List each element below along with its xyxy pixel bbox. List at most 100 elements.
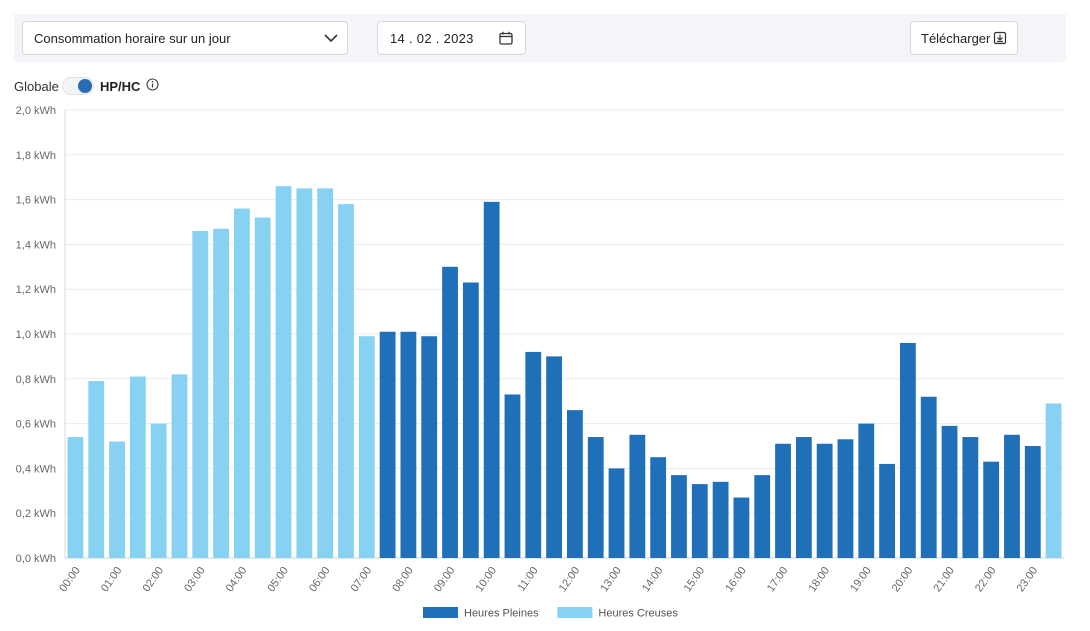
x-tick-label: 02:00	[140, 565, 166, 594]
bar	[629, 434, 646, 558]
x-tick-label: 04:00	[224, 565, 250, 594]
date-value: 14 . 02 . 2023	[390, 31, 474, 46]
bar	[671, 475, 687, 558]
x-tick-label: 00:00	[57, 565, 83, 594]
bar	[754, 475, 771, 558]
bar	[150, 423, 167, 558]
bar	[733, 497, 750, 558]
bar	[379, 331, 396, 558]
bar	[213, 228, 230, 558]
bar	[546, 356, 563, 558]
toolbar: Consommation horaire sur un jour 14 . 02…	[14, 14, 1066, 62]
bar	[483, 201, 500, 558]
y-tick-label: 0,2 kWh	[16, 508, 56, 520]
x-tick-label: 15:00	[682, 565, 708, 594]
x-tick-label: 06:00	[307, 565, 333, 594]
x-tick-label: 11:00	[516, 565, 541, 594]
bar	[109, 441, 125, 558]
legend-swatch	[423, 607, 458, 618]
switch-knob	[78, 79, 92, 93]
y-tick-label: 1,0 kWh	[16, 329, 56, 341]
legend-label: Heures Creuses	[598, 608, 678, 620]
view-select[interactable]: Consommation horaire sur un jour	[22, 21, 348, 55]
bar	[795, 437, 812, 558]
x-tick-label: 17:00	[765, 565, 791, 594]
x-tick-label: 16:00	[723, 565, 749, 594]
bar	[233, 208, 250, 558]
x-tick-label: 01:00	[99, 565, 125, 594]
bar	[879, 463, 896, 558]
x-tick-label: 21:00	[931, 565, 957, 594]
bar	[962, 437, 979, 558]
bar	[712, 481, 729, 558]
info-icon[interactable]	[146, 78, 159, 91]
calendar-icon[interactable]	[499, 31, 513, 45]
legend-swatch	[557, 607, 593, 618]
bar	[775, 443, 791, 558]
y-tick-label: 1,8 kWh	[16, 150, 56, 162]
bar	[899, 342, 916, 558]
chevron-down-icon	[324, 34, 338, 43]
x-tick-label: 09:00	[432, 565, 458, 594]
toggle-label-hphc[interactable]: HP/HC	[100, 79, 141, 94]
bar	[129, 376, 146, 558]
bar	[338, 204, 354, 558]
y-tick-label: 1,6 kWh	[16, 195, 56, 207]
bar	[920, 396, 937, 558]
x-tick-label: 14:00	[640, 565, 666, 594]
x-tick-label: 07:00	[349, 565, 375, 594]
bar	[171, 374, 188, 558]
bar	[504, 394, 521, 558]
download-icon	[993, 31, 1007, 45]
bar	[317, 188, 334, 558]
bar	[358, 336, 375, 558]
bar	[608, 468, 625, 558]
legend-label: Heures Pleines	[464, 608, 539, 620]
x-tick-label: 10:00	[473, 565, 499, 594]
bar	[525, 351, 542, 558]
hp-hc-switch[interactable]	[62, 77, 94, 95]
x-tick-label: 19:00	[848, 565, 874, 594]
download-button[interactable]: Télécharger	[910, 21, 1018, 55]
bar	[983, 461, 1000, 558]
bar	[1024, 446, 1041, 558]
bar	[650, 457, 667, 558]
view-select-label: Consommation horaire sur un jour	[34, 31, 231, 46]
bar	[837, 439, 854, 558]
download-label: Télécharger	[921, 31, 991, 46]
toggle-label-globale[interactable]: Globale	[14, 79, 59, 94]
bar	[1004, 434, 1020, 558]
x-tick-label: 18:00	[806, 565, 832, 594]
bar	[442, 266, 458, 558]
bar	[941, 425, 958, 558]
bar	[67, 437, 84, 558]
bar	[88, 381, 105, 558]
bar	[192, 230, 209, 558]
bar	[400, 331, 417, 558]
y-tick-label: 1,2 kWh	[16, 284, 56, 296]
y-tick-label: 2,0 kWh	[16, 105, 56, 117]
bar	[566, 410, 583, 558]
x-tick-label: 22:00	[973, 565, 999, 594]
x-tick-label: 20:00	[890, 565, 916, 594]
bar	[254, 217, 271, 558]
bar	[587, 437, 604, 558]
x-tick-label: 08:00	[390, 565, 416, 594]
date-input[interactable]: 14 . 02 . 2023	[377, 21, 526, 55]
y-tick-label: 0,8 kWh	[16, 374, 56, 386]
x-tick-label: 23:00	[1015, 565, 1041, 594]
y-tick-label: 1,4 kWh	[16, 239, 56, 251]
bar	[421, 336, 438, 558]
bar	[296, 188, 313, 558]
bar	[816, 443, 833, 558]
x-tick-label: 12:00	[557, 565, 583, 594]
bar	[1045, 403, 1062, 558]
y-tick-label: 0,4 kWh	[16, 463, 56, 475]
bar	[275, 186, 292, 558]
x-tick-label: 13:00	[598, 565, 624, 594]
bar	[462, 282, 479, 558]
x-tick-label: 03:00	[182, 565, 208, 594]
bar	[691, 484, 708, 558]
y-tick-label: 0,6 kWh	[16, 419, 56, 431]
